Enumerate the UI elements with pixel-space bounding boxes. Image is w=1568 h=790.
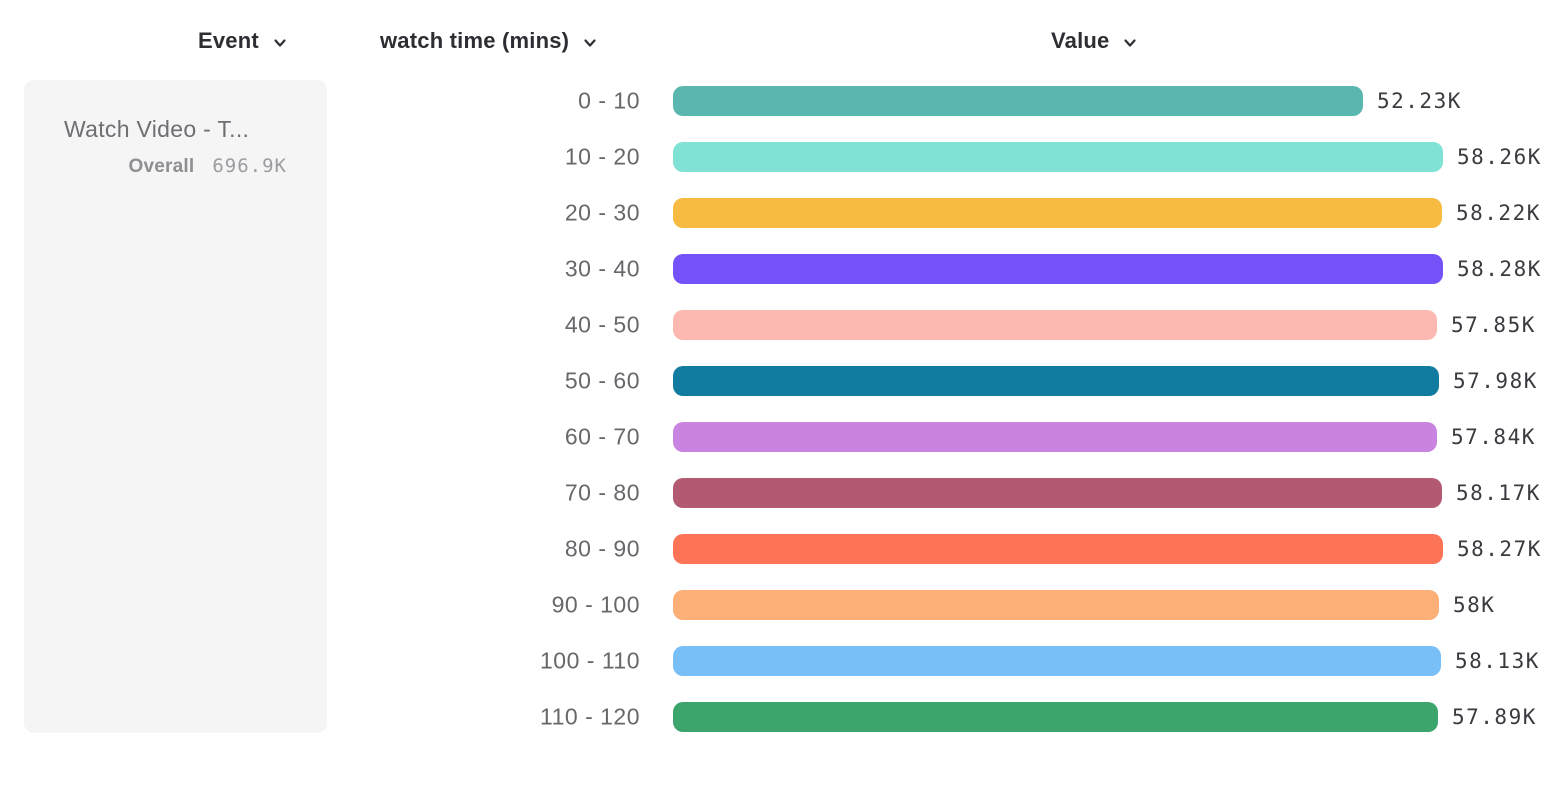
category-label: 50 - 60: [564, 367, 640, 394]
chart-row: 60 - 70 57.84K: [0, 409, 1568, 465]
category-label: 20 - 30: [564, 199, 640, 226]
breakdown-column-header[interactable]: watch time (mins): [380, 28, 598, 54]
value-label: 57.84K: [1451, 425, 1536, 449]
chart-row: 40 - 50 57.85K: [0, 297, 1568, 353]
value-label: 58.13K: [1455, 649, 1540, 673]
value-label: 58K: [1453, 593, 1496, 617]
value-label: 52.23K: [1377, 89, 1462, 113]
chart-row: 20 - 30 58.22K: [0, 185, 1568, 241]
breakdown-column-label: watch time (mins): [380, 28, 570, 53]
category-label: 40 - 50: [564, 311, 640, 338]
chart-row: 50 - 60 57.98K: [0, 353, 1568, 409]
chart-row: 100 - 110 58.13K: [0, 633, 1568, 689]
event-column-label: Event: [198, 28, 259, 53]
value-label: 57.98K: [1453, 369, 1538, 393]
value-label: 58.22K: [1456, 201, 1541, 225]
category-label: 10 - 20: [564, 143, 640, 170]
category-label: 100 - 110: [540, 647, 640, 674]
value-label: 58.26K: [1457, 145, 1542, 169]
bar-chart: 0 - 10 52.23K 10 - 20 58.26K 20 - 30 58.22K 30…: [0, 73, 1568, 745]
chart-row: 0 - 10 52.23K: [0, 73, 1568, 129]
value-label: 58.17K: [1456, 481, 1541, 505]
value-bar[interactable]: [673, 422, 1437, 452]
value-bar[interactable]: [673, 86, 1363, 116]
value-bar[interactable]: [673, 198, 1442, 228]
value-bar[interactable]: [673, 254, 1443, 284]
chevron-down-icon: [584, 38, 596, 47]
event-card[interactable]: Watch Video - T... Overall 696.9K: [24, 80, 327, 733]
chart-row: 110 - 120 57.89K: [0, 689, 1568, 745]
category-label: 80 - 90: [564, 535, 640, 562]
category-label: 70 - 80: [564, 479, 640, 506]
event-overall-row: Overall 696.9K: [129, 155, 287, 178]
value-bar[interactable]: [673, 478, 1442, 508]
chart-row: 10 - 20 58.26K: [0, 129, 1568, 185]
overall-value: 696.9K: [212, 155, 287, 177]
value-label: 58.27K: [1457, 537, 1542, 561]
event-column-header[interactable]: Event: [198, 28, 288, 54]
chart-row: 30 - 40 58.28K: [0, 241, 1568, 297]
category-label: 90 - 100: [551, 591, 640, 618]
value-label: 58.28K: [1457, 257, 1542, 281]
value-bar[interactable]: [673, 590, 1439, 620]
value-bar[interactable]: [673, 702, 1438, 732]
chart-row: 70 - 80 58.17K: [0, 465, 1568, 521]
chevron-down-icon: [274, 38, 286, 47]
category-label: 60 - 70: [564, 423, 640, 450]
category-label: 30 - 40: [564, 255, 640, 282]
value-bar[interactable]: [673, 142, 1443, 172]
value-bar[interactable]: [673, 310, 1437, 340]
value-column-header[interactable]: Value: [1051, 28, 1138, 54]
value-bar[interactable]: [673, 534, 1443, 564]
value-bar[interactable]: [673, 646, 1441, 676]
event-name: Watch Video - T...: [64, 116, 250, 142]
chart-row: 80 - 90 58.27K: [0, 521, 1568, 577]
category-label: 0 - 10: [578, 87, 640, 114]
value-column-label: Value: [1051, 28, 1110, 53]
chart-row: 90 - 100 58K: [0, 577, 1568, 633]
value-label: 57.85K: [1451, 313, 1536, 337]
category-label: 110 - 120: [540, 703, 640, 730]
value-bar[interactable]: [673, 366, 1439, 396]
overall-label: Overall: [128, 156, 195, 177]
chevron-down-icon: [1124, 38, 1137, 47]
value-label: 57.89K: [1452, 705, 1537, 729]
